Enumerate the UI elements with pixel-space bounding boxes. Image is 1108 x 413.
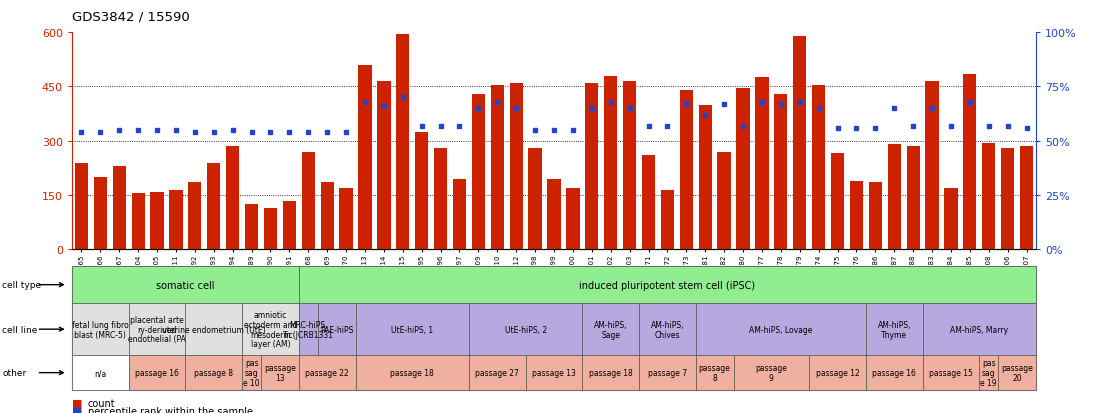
Text: ■: ■ xyxy=(72,406,82,413)
Text: AM-hiPS,
Chives: AM-hiPS, Chives xyxy=(650,320,684,339)
Bar xyxy=(491,85,504,250)
Bar xyxy=(151,192,164,250)
Bar xyxy=(453,179,466,250)
Text: ■: ■ xyxy=(72,398,82,408)
Text: passage 22: passage 22 xyxy=(306,368,349,377)
Text: passage
13: passage 13 xyxy=(264,363,296,382)
Text: pas
sag
e 10: pas sag e 10 xyxy=(244,358,260,387)
Bar xyxy=(566,188,579,250)
Bar xyxy=(642,156,655,250)
Text: percentile rank within the sample: percentile rank within the sample xyxy=(88,406,253,413)
Bar xyxy=(283,201,296,250)
Bar xyxy=(320,183,334,250)
Bar xyxy=(831,154,844,250)
Bar xyxy=(397,35,409,250)
Text: uterine endometrium (UtE): uterine endometrium (UtE) xyxy=(162,325,266,334)
Bar xyxy=(339,188,352,250)
Bar xyxy=(623,82,636,250)
Bar xyxy=(982,143,995,250)
Text: passage 7: passage 7 xyxy=(648,368,687,377)
Text: passage
9: passage 9 xyxy=(756,363,788,382)
Text: cell type: cell type xyxy=(2,280,41,290)
Bar xyxy=(888,145,901,250)
Bar xyxy=(1001,149,1014,250)
Text: passage 12: passage 12 xyxy=(815,368,860,377)
Text: PAE-hiPS: PAE-hiPS xyxy=(320,325,353,334)
Bar xyxy=(585,83,598,250)
Bar xyxy=(660,190,674,250)
Bar xyxy=(188,183,202,250)
Text: AM-hiPS,
Thyme: AM-hiPS, Thyme xyxy=(878,320,911,339)
Bar xyxy=(604,76,617,250)
Bar xyxy=(358,66,371,250)
Bar xyxy=(812,85,825,250)
Text: AM-hiPS,
Sage: AM-hiPS, Sage xyxy=(594,320,627,339)
Bar xyxy=(226,147,239,250)
Text: passage 13: passage 13 xyxy=(532,368,576,377)
Bar xyxy=(737,89,750,250)
Text: passage
20: passage 20 xyxy=(1002,363,1033,382)
Bar xyxy=(207,163,220,250)
Text: GDS3842 / 15590: GDS3842 / 15590 xyxy=(72,10,189,23)
Text: amniotic
ectoderm and
mesoderm
layer (AM): amniotic ectoderm and mesoderm layer (AM… xyxy=(244,310,297,349)
Bar xyxy=(944,188,957,250)
Bar xyxy=(1020,147,1033,250)
Bar xyxy=(925,82,938,250)
Bar xyxy=(793,37,807,250)
Text: induced pluripotent stem cell (iPSC): induced pluripotent stem cell (iPSC) xyxy=(579,280,756,290)
Text: passage
8: passage 8 xyxy=(699,363,730,382)
Text: passage 16: passage 16 xyxy=(872,368,916,377)
Text: AM-hiPS, Lovage: AM-hiPS, Lovage xyxy=(749,325,812,334)
Bar xyxy=(906,147,920,250)
Bar xyxy=(94,178,107,250)
Bar xyxy=(416,133,429,250)
Bar xyxy=(756,78,769,250)
Text: other: other xyxy=(2,368,27,377)
Bar xyxy=(75,163,89,250)
Text: passage 15: passage 15 xyxy=(929,368,973,377)
Bar xyxy=(679,91,692,250)
Bar xyxy=(774,95,788,250)
Bar xyxy=(264,208,277,250)
Bar xyxy=(377,82,390,250)
Text: AM-hiPS, Marry: AM-hiPS, Marry xyxy=(951,325,1008,334)
Bar xyxy=(869,183,882,250)
Text: UtE-hiPS, 2: UtE-hiPS, 2 xyxy=(504,325,546,334)
Bar xyxy=(850,181,863,250)
Bar xyxy=(113,167,126,250)
Text: MRC-hiPS,
Tic(JCRB1331: MRC-hiPS, Tic(JCRB1331 xyxy=(283,320,334,339)
Bar xyxy=(170,190,183,250)
Bar xyxy=(301,152,315,250)
Bar xyxy=(245,205,258,250)
Bar xyxy=(547,179,561,250)
Text: passage 18: passage 18 xyxy=(390,368,434,377)
Bar xyxy=(963,75,976,250)
Text: fetal lung fibro
blast (MRC-5): fetal lung fibro blast (MRC-5) xyxy=(72,320,129,339)
Text: passage 18: passage 18 xyxy=(588,368,633,377)
Text: cell line: cell line xyxy=(2,325,38,334)
Bar xyxy=(434,149,448,250)
Text: pas
sag
e 19: pas sag e 19 xyxy=(981,358,997,387)
Text: placental arte
ry-derived
endothelial (PA: placental arte ry-derived endothelial (P… xyxy=(129,315,186,344)
Bar xyxy=(529,149,542,250)
Text: n/a: n/a xyxy=(94,368,106,377)
Text: passage 16: passage 16 xyxy=(135,368,179,377)
Text: somatic cell: somatic cell xyxy=(156,280,215,290)
Bar xyxy=(699,105,711,250)
Bar xyxy=(132,194,145,250)
Bar xyxy=(510,83,523,250)
Text: passage 27: passage 27 xyxy=(475,368,520,377)
Bar xyxy=(472,95,485,250)
Bar xyxy=(718,152,731,250)
Text: UtE-hiPS, 1: UtE-hiPS, 1 xyxy=(391,325,433,334)
Text: count: count xyxy=(88,398,115,408)
Text: passage 8: passage 8 xyxy=(194,368,234,377)
